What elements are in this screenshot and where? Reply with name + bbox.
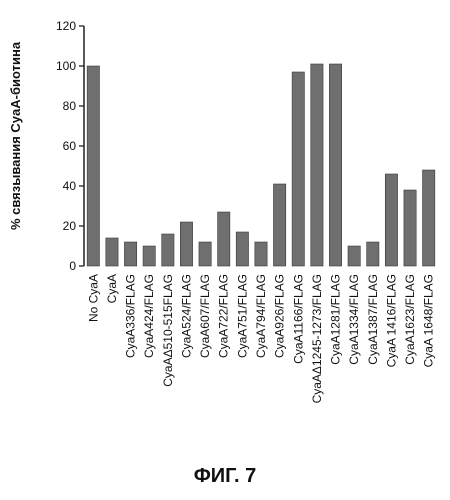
y-axis-title: % связывания CyaA-биотина <box>8 41 23 230</box>
y-tick-label: 20 <box>63 219 77 233</box>
x-tick-label: CyaA751/FLAG <box>235 274 249 358</box>
x-tick-label: CyaAΔ510-515FLAG <box>161 274 175 387</box>
bar <box>87 66 99 266</box>
bar <box>423 170 435 266</box>
bar <box>367 242 379 266</box>
x-tick-label: CyaA1623/FLAG <box>403 274 417 365</box>
bar <box>311 64 323 266</box>
y-axis: 0 20 40 60 80 100 120 <box>56 19 84 273</box>
x-tick-label: CyaA794/FLAG <box>254 274 268 358</box>
bars <box>87 64 435 266</box>
bar <box>106 238 118 266</box>
x-tick-label: CyaA1281/FLAG <box>329 274 343 365</box>
y-tick-label: 40 <box>63 179 77 193</box>
x-tick-label: CyaA336/FLAG <box>124 274 138 358</box>
bar <box>385 174 397 266</box>
bar <box>292 72 304 266</box>
figure-caption: ФИГ. 7 <box>0 465 450 488</box>
bar <box>236 232 248 266</box>
x-tick-label: CyaA1166/FLAG <box>291 274 305 364</box>
x-tick-label: CyaA 1416/FLAG <box>384 274 398 367</box>
bar <box>199 242 211 266</box>
bar <box>162 234 174 266</box>
bar <box>143 246 155 266</box>
y-tick-label: 60 <box>63 139 77 153</box>
x-tick-label: CyaA1334/FLAG <box>347 274 361 365</box>
y-tick-label: 80 <box>63 99 77 113</box>
x-tick-label: CyaA926/FLAG <box>273 274 287 358</box>
bar <box>329 64 341 266</box>
x-tick-label: CyaA424/FLAG <box>142 274 156 358</box>
y-tick-label: 0 <box>69 259 76 273</box>
x-tick-label: CyaA1387/FLAG <box>366 274 380 365</box>
bar <box>273 184 285 266</box>
x-tick-label: CyaA722/FLAG <box>217 274 231 358</box>
bar <box>348 246 360 266</box>
x-tick-label: No CyaA <box>86 274 100 322</box>
bar <box>218 212 230 266</box>
bar <box>180 222 192 266</box>
x-tick-label: CyaA524/FLAG <box>179 274 193 358</box>
bar <box>404 190 416 266</box>
x-tick-label: CyaA607/FLAG <box>198 274 212 358</box>
bar <box>255 242 267 266</box>
x-tick-label: CyaA 1648/FLAG <box>422 274 436 367</box>
y-tick-label: 120 <box>56 19 76 33</box>
bar <box>124 242 136 266</box>
x-tick-label: CyaAΔ1245-1273/FLAG <box>310 274 324 403</box>
y-tick-label: 100 <box>56 59 76 73</box>
x-axis: No CyaA CyaA CyaA336/FLAG CyaA424/FLAG CyaAΔ… <box>86 274 435 403</box>
x-tick-label: CyaA <box>105 274 119 303</box>
